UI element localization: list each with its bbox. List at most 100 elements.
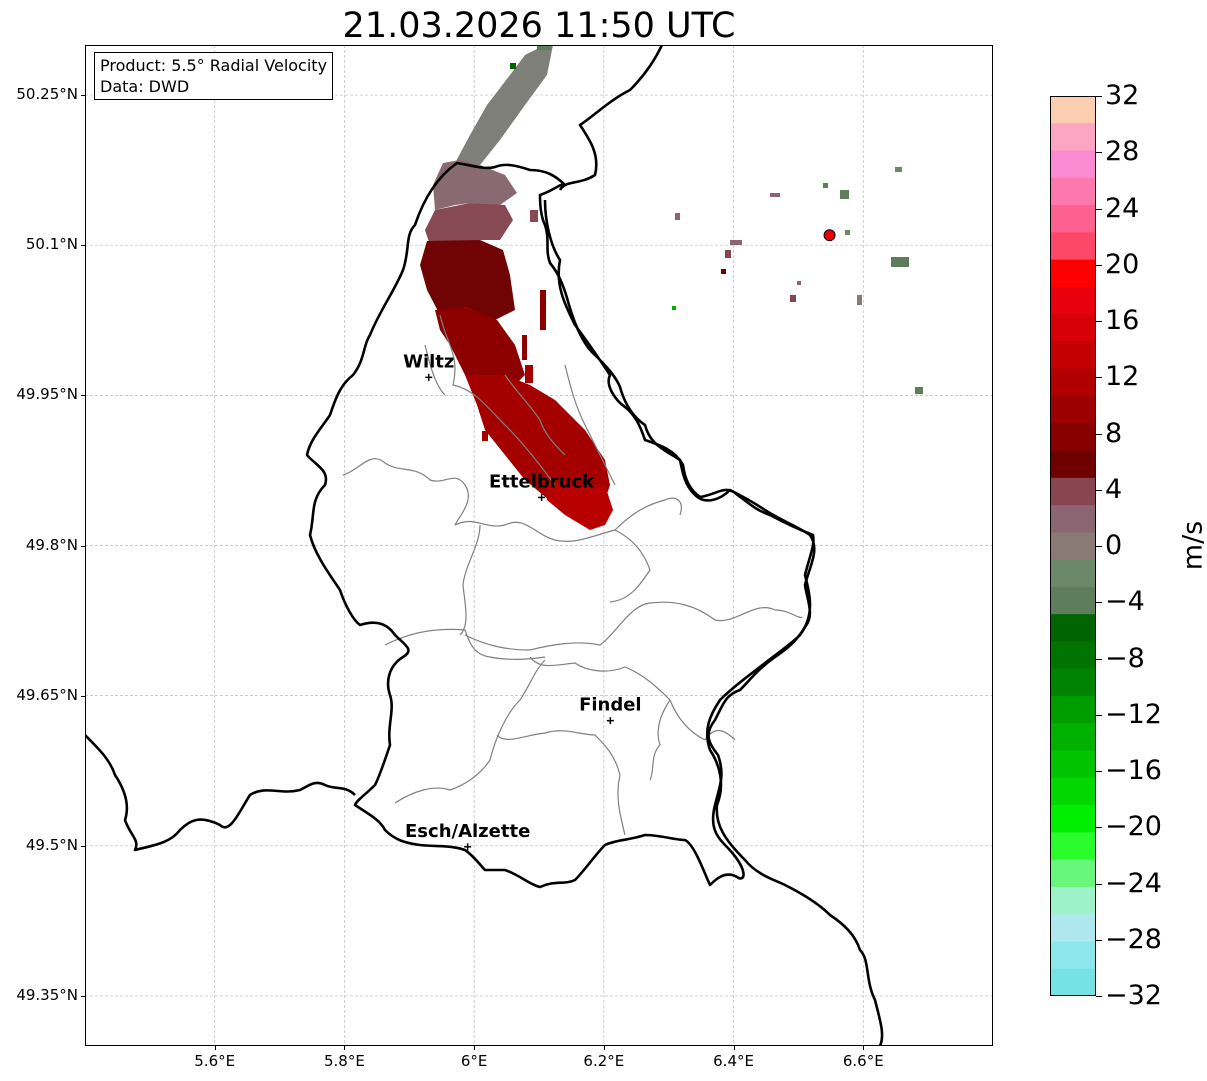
colorbar-tick-label-8: 0	[1105, 530, 1123, 561]
colorbar-segment-22	[1050, 696, 1096, 724]
colorbar-tick-1	[1096, 152, 1102, 154]
colorbar-tick-12	[1096, 771, 1102, 772]
colorbar-tick-3	[1096, 264, 1102, 266]
city-esch-alzette: Esch/Alzette	[405, 821, 530, 851]
lon-tick-label-2: 6°E	[460, 1052, 488, 1070]
city-wiltz: Wiltz	[403, 351, 454, 381]
colorbar-tick-label-10: −8	[1105, 642, 1145, 674]
colorbar-tick-label-15: −28	[1105, 923, 1162, 955]
lon-tick-4	[733, 1046, 735, 1050]
lon-tick-0	[214, 1046, 216, 1050]
colorbar-segment-21	[1050, 668, 1096, 697]
echo-band-mid	[435, 307, 525, 395]
colorbar-tick-label-1: 28	[1105, 136, 1140, 168]
colorbar-segment-24	[1050, 750, 1096, 779]
colorbar-tick-label-13: −20	[1105, 811, 1162, 843]
city-label: Findel	[579, 695, 642, 716]
city-findel: Findel	[579, 695, 642, 725]
scattered-echoes	[510, 45, 923, 394]
colorbar-segment-10	[1050, 368, 1096, 397]
colorbar-tick-16	[1096, 996, 1102, 997]
colorbar-segment-6	[1050, 259, 1096, 288]
national-borders	[85, 45, 884, 1046]
map-canvas[interactable]: Wiltz Ettelbruck Findel Esch/Alzette	[85, 45, 993, 1046]
lat-tick-label-2: 49.95°N	[16, 385, 78, 404]
lat-tick-label-4: 49.65°N	[16, 685, 78, 704]
colorbar-segment-23	[1050, 723, 1096, 752]
lat-tick-label-6: 49.35°N	[16, 985, 78, 1004]
map-panel[interactable]: Wiltz Ettelbruck Findel Esch/Alzette	[85, 45, 993, 1046]
colorbar-segment-9	[1050, 341, 1096, 370]
colorbar-tick-0	[1096, 96, 1102, 97]
colorbar-segment-4	[1050, 205, 1096, 233]
info-box: Product: 5.5° Radial Velocity Data: DWD	[94, 52, 334, 100]
city-label: Esch/Alzette	[405, 821, 530, 842]
colorbar-segment-13	[1050, 450, 1096, 479]
map-title: 21.03.2026 11:50 UTC	[342, 6, 736, 46]
lat-tick-label-1: 50.1°N	[25, 235, 78, 254]
colorbar-segment-15	[1050, 505, 1096, 533]
lon-tick-3	[603, 1046, 605, 1050]
city-label: Ettelbruck	[489, 471, 595, 492]
echo-band-far-north	[455, 45, 553, 165]
lat-tick-6	[81, 995, 85, 997]
colorbar-segment-25	[1050, 777, 1096, 806]
colorbar-segment-7	[1050, 286, 1096, 315]
product-line: Product: 5.5° Radial Velocity	[100, 56, 328, 75]
colorbar-tick-label-9: −4	[1105, 586, 1145, 618]
colorbar-tick-label-6: 8	[1105, 417, 1123, 449]
colorbar-tick-15	[1096, 939, 1102, 941]
lat-tick-label-3: 49.8°N	[25, 535, 78, 554]
lon-tick-label-5: 6.6°E	[842, 1052, 884, 1070]
colorbar-tick-5	[1096, 377, 1102, 379]
colorbar-tick-14	[1096, 883, 1102, 885]
colorbar-tick-11	[1096, 714, 1102, 716]
lon-tick-1	[344, 1046, 346, 1050]
colorbar-segment-32	[1050, 968, 1096, 996]
city-label: Wiltz	[403, 351, 454, 372]
belgium-france-border	[85, 734, 356, 852]
colorbar-tick-label-7: 4	[1105, 473, 1123, 505]
colorbar-tick-8	[1096, 546, 1102, 547]
colorbar	[1050, 96, 1096, 996]
colorbar-tick-label-14: −24	[1105, 867, 1162, 899]
colorbar-segment-18	[1050, 586, 1096, 615]
radar-site-marker[interactable]	[823, 229, 836, 242]
echo-speckles	[482, 210, 596, 517]
map-frame-border	[85, 45, 993, 1046]
colorbar-tick-10	[1096, 658, 1102, 660]
colorbar-segment-5	[1050, 232, 1096, 261]
data-source-line: Data: DWD	[100, 77, 190, 96]
luxembourg-border	[305, 161, 816, 889]
colorbar-segment-27	[1050, 832, 1096, 861]
echo-band-north	[433, 160, 517, 210]
colorbar-tick-label-11: −12	[1105, 698, 1162, 730]
colorbar-tick-13	[1096, 827, 1102, 829]
colorbar-segment-0	[1050, 96, 1096, 124]
colorbar-tick-label-4: 16	[1105, 305, 1140, 336]
colorbar-segment-30	[1050, 914, 1096, 943]
colorbar-tick-label-3: 20	[1105, 248, 1140, 280]
colorbar-segment-11	[1050, 396, 1096, 424]
lat-tick-4	[81, 695, 85, 697]
colorbar-segment-16	[1050, 532, 1096, 561]
colorbar-tick-label-5: 12	[1105, 361, 1140, 393]
colorbar-tick-label-16: −32	[1105, 980, 1162, 1011]
colorbar-segment-20	[1050, 641, 1096, 670]
colorbar-segment-29	[1050, 886, 1096, 915]
germany-border	[543, 45, 884, 1046]
colorbar-segment-8	[1050, 314, 1096, 343]
echo-band-core	[420, 240, 515, 320]
lon-tick-5	[863, 1046, 865, 1050]
lon-tick-2	[474, 1046, 476, 1050]
city-ettelbruck: Ettelbruck	[489, 471, 595, 501]
colorbar-segment-26	[1050, 805, 1096, 833]
colorbar-tick-7	[1096, 489, 1102, 491]
lat-tick-0	[81, 95, 85, 97]
lat-tick-5	[81, 845, 85, 847]
lat-tick-label-5: 49.5°N	[25, 835, 78, 854]
lat-tick-1	[81, 245, 85, 247]
colorbar-tick-label-12: −16	[1105, 755, 1162, 786]
colorbar-segment-14	[1050, 477, 1096, 506]
colorbar-segment-28	[1050, 859, 1096, 888]
